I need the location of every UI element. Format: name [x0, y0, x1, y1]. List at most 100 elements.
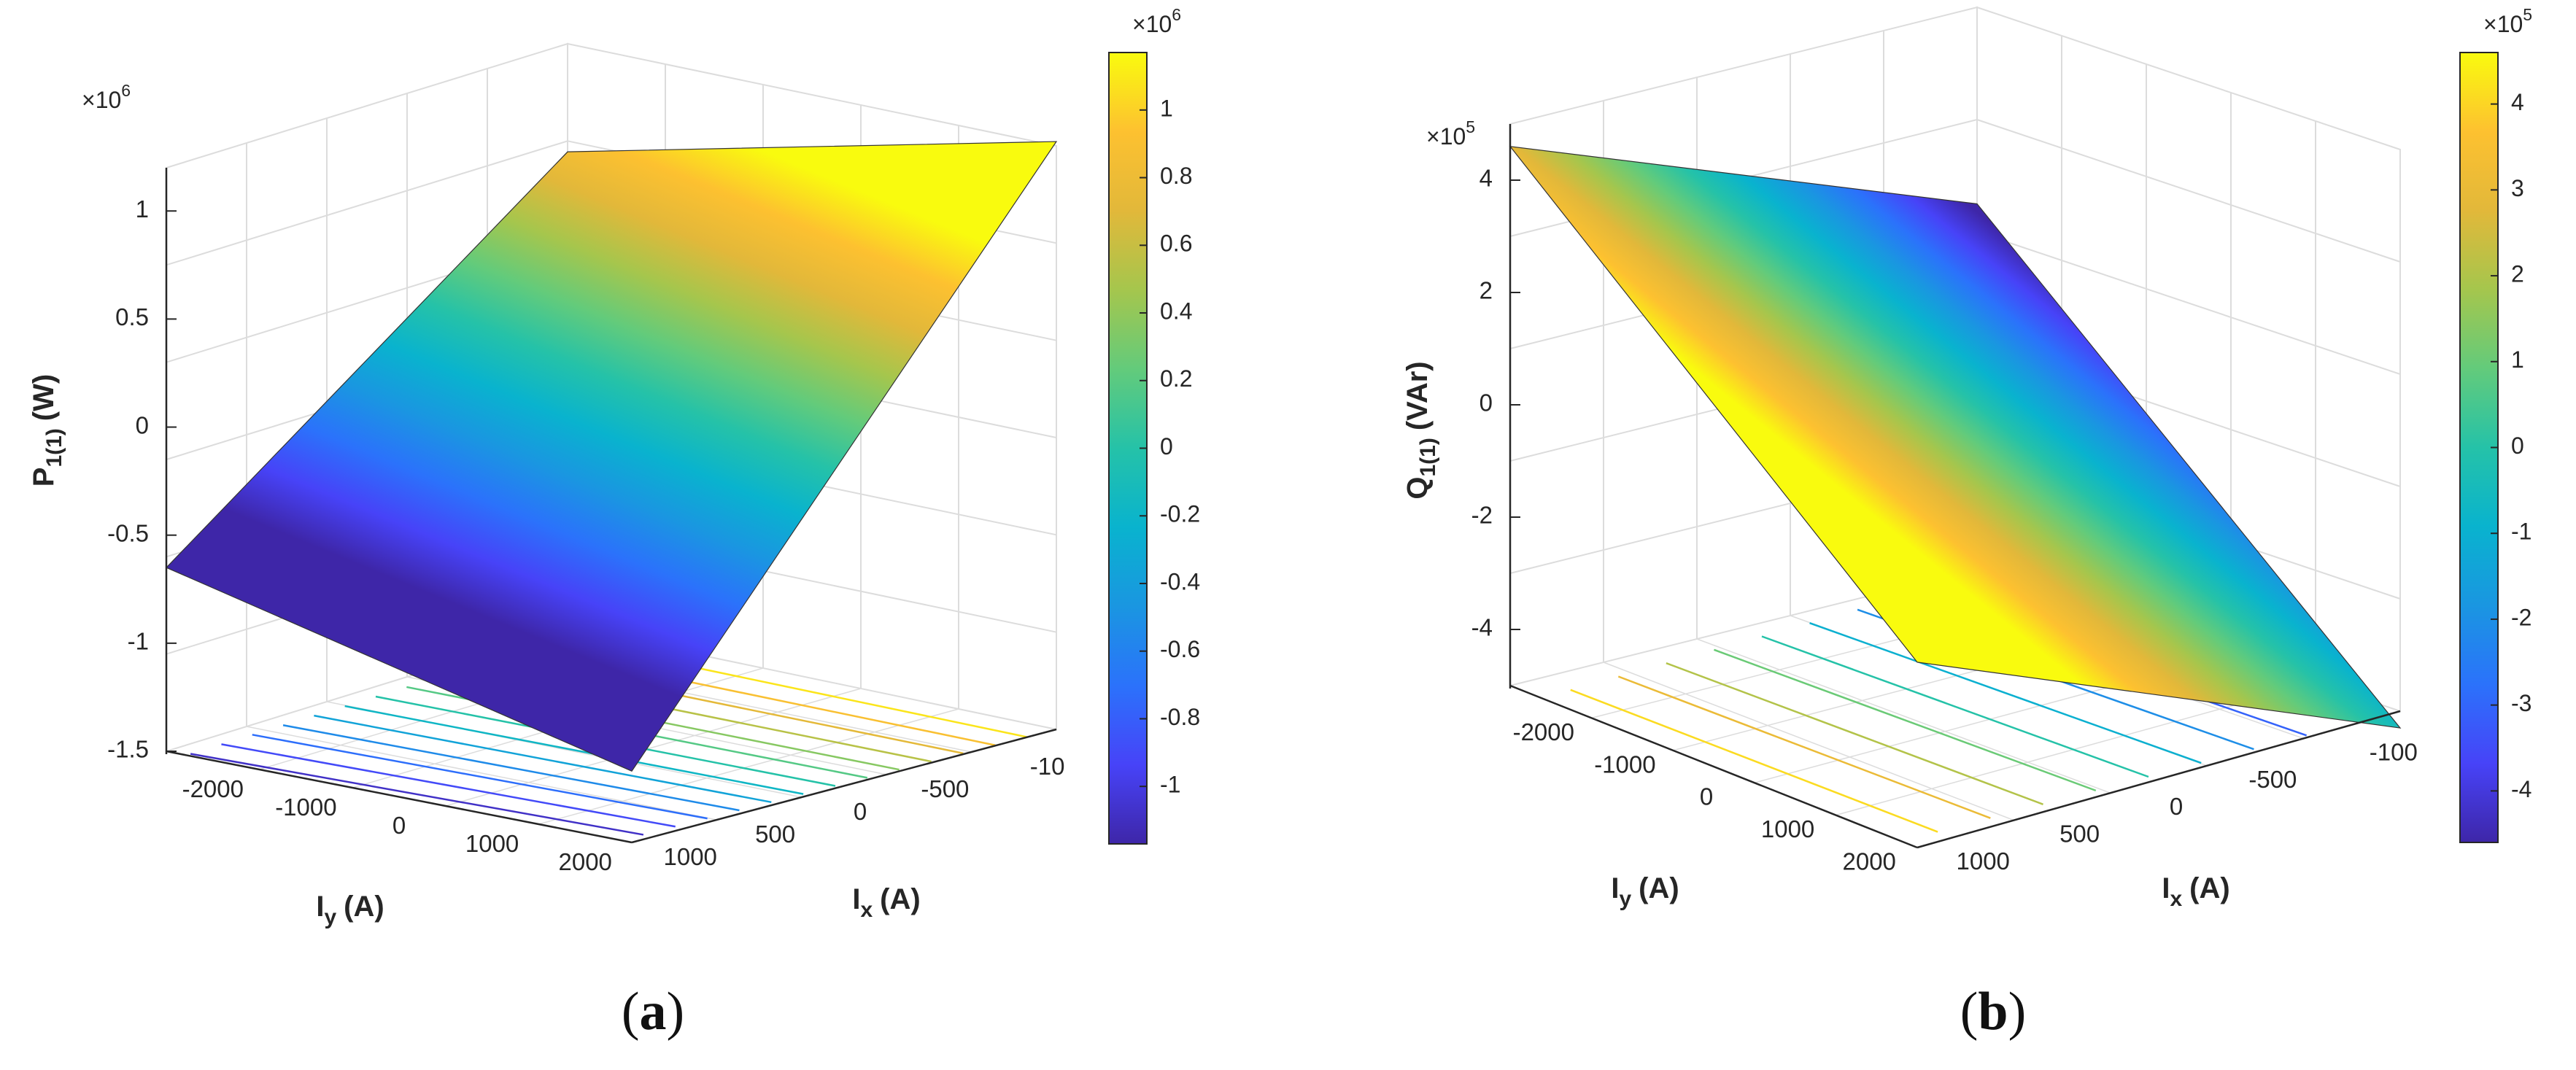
contour-line — [1666, 662, 2043, 805]
surface-mesh — [1509, 146, 2402, 729]
contour-line — [221, 743, 676, 828]
colorbar-tick-label: 0 — [1160, 433, 1173, 460]
colorbar-tick-label: -4 — [2511, 776, 2531, 802]
colorbar-tick-label: 1 — [1160, 95, 1173, 121]
floor-gridline — [538, 708, 959, 825]
floor-gridline — [246, 726, 717, 821]
iy-tick-label: 1000 — [465, 830, 519, 857]
panel-b-caption-letter: b — [1978, 982, 2008, 1042]
z-tick-label: -1 — [128, 628, 149, 655]
z-multiplier: ×106 — [82, 81, 131, 113]
colorbar: 4 3 2 1 0 -1 -2 -3 -4 ×105 — [2459, 5, 2532, 843]
iy-tick-label: 2000 — [558, 848, 611, 875]
iy-tick-label: 2000 — [1842, 848, 1895, 875]
ix-axis-line — [631, 728, 1057, 844]
colorbar-tick-label: -0.4 — [1160, 568, 1200, 594]
ix-tick-label: 500 — [755, 821, 795, 848]
colorbar-tick-label: 2 — [2511, 261, 2524, 287]
colorbar-tick-label: 1 — [2511, 346, 2524, 373]
panel-a-caption: (a) — [621, 982, 685, 1042]
ix-axis-title-unit: (A) — [880, 883, 921, 915]
z-axis-title-unit: (W) — [28, 374, 60, 421]
contour-line — [282, 724, 740, 812]
colorbar-tick-label: 3 — [2511, 175, 2524, 201]
floor-gridline — [1696, 638, 2111, 794]
iy-axis-title-sub: y — [1619, 887, 1631, 911]
z-gridline — [1976, 231, 2401, 375]
contour-line — [1761, 635, 2149, 778]
colorbar-tick-label: -0.2 — [1160, 501, 1200, 527]
iy-axis-line — [1509, 684, 1918, 849]
colorbar-tick-label: 0.8 — [1160, 163, 1192, 189]
z-axis-title: Q1(1) (VAr) — [1401, 361, 1440, 499]
ix-axis-title-main: I — [852, 883, 860, 915]
z-multiplier-base: ×10 — [1426, 123, 1466, 150]
z-multiplier-exp: 5 — [1466, 117, 1475, 136]
colorbar-tick-label: -2 — [2511, 604, 2531, 630]
iy-tick-label: 0 — [392, 812, 406, 839]
colorbar-tick-label: 0.6 — [1160, 230, 1192, 257]
z-tick-label: -1.5 — [107, 736, 149, 763]
iy-tick-label: -2000 — [182, 775, 244, 802]
iy-axis-title: Iy (A) — [316, 891, 384, 929]
z-axis-title-main: Q — [1401, 477, 1434, 500]
ix-axis-title-sub: x — [860, 898, 873, 922]
colorbar-tick-label: 0.4 — [1160, 298, 1192, 324]
z-axis-title-main: P — [28, 468, 60, 487]
ix-axis-line — [1916, 710, 2401, 849]
colorbar-multiplier-base: ×10 — [1132, 11, 1172, 37]
panel-b-caption: (b) — [1960, 982, 2027, 1042]
z-axis-title-unit: (VAr) — [1401, 361, 1434, 430]
z-tick-label: 0 — [136, 411, 149, 438]
colorbar-tick-label: 0.2 — [1160, 365, 1192, 392]
contour-line — [1714, 648, 2097, 792]
ix-tick-label: -10 — [1030, 753, 1065, 780]
surface-mesh — [165, 141, 1058, 772]
ix-tick-label: -500 — [2248, 766, 2297, 793]
contour-line — [1617, 675, 1991, 819]
z-axis-title: P1(1) (W) — [28, 374, 66, 486]
z-gridline — [166, 140, 568, 266]
colorbar-tick-label: -0.8 — [1160, 704, 1200, 730]
z-multiplier: ×105 — [1426, 117, 1475, 150]
colorbar-tick-label: 0 — [2511, 433, 2524, 459]
ix-tick-label: 1000 — [1956, 848, 2009, 875]
ix-axis-title: Ix (A) — [2162, 872, 2229, 911]
iy-tick-label: -1000 — [275, 794, 336, 821]
contour-line — [314, 714, 772, 804]
iy-axis-line — [166, 750, 633, 844]
z-tick-label: -0.5 — [107, 519, 149, 546]
iy-axis-title-main: I — [316, 891, 324, 923]
colorbar: 1 0.8 0.6 0.4 0.2 0 -0.2 -0.4 -0.6 -0.8 -1 ×106 — [1108, 5, 1200, 845]
z-axis-title-sub: 1(1) — [1416, 438, 1440, 476]
z-tick-label: 4 — [1480, 165, 1493, 192]
contour-line — [1570, 689, 1938, 833]
ix-axis-title-main: I — [2162, 872, 2170, 904]
z-tick-label: 0 — [1480, 389, 1493, 416]
z-multiplier-exp: 6 — [121, 81, 131, 100]
ix-axis-title-unit: (A) — [2189, 872, 2230, 904]
iy-tick-label: -2000 — [1513, 718, 1574, 745]
colorbar-multiplier-exp: 5 — [2523, 5, 2532, 24]
z-axis-title-sub: 1(1) — [42, 428, 66, 467]
ix-tick-label: 500 — [2059, 821, 2100, 848]
z-tick-label: 0.5 — [115, 303, 149, 330]
colorbar-tick-label: -0.6 — [1160, 636, 1200, 662]
z-gridline — [1976, 119, 2401, 263]
colorbar-tick-label: -1 — [2511, 519, 2531, 545]
contour-line — [190, 753, 644, 836]
ix-tick-label: 1000 — [663, 843, 716, 870]
ix-tick-label: -100 — [2370, 738, 2418, 765]
contour-line — [1809, 621, 2202, 764]
colorbar-tick-label: -1 — [1160, 772, 1180, 798]
z-tick-label: 2 — [1480, 277, 1493, 304]
contour-group — [190, 638, 1028, 836]
z-tick-label: -4 — [1471, 614, 1493, 641]
iy-axis-title-unit: (A) — [1639, 872, 1679, 904]
ix-tick-label: -500 — [921, 775, 969, 802]
ix-axis-title: Ix (A) — [852, 883, 920, 922]
iy-tick-label: -1000 — [1594, 751, 1655, 778]
contour-line — [344, 705, 804, 795]
